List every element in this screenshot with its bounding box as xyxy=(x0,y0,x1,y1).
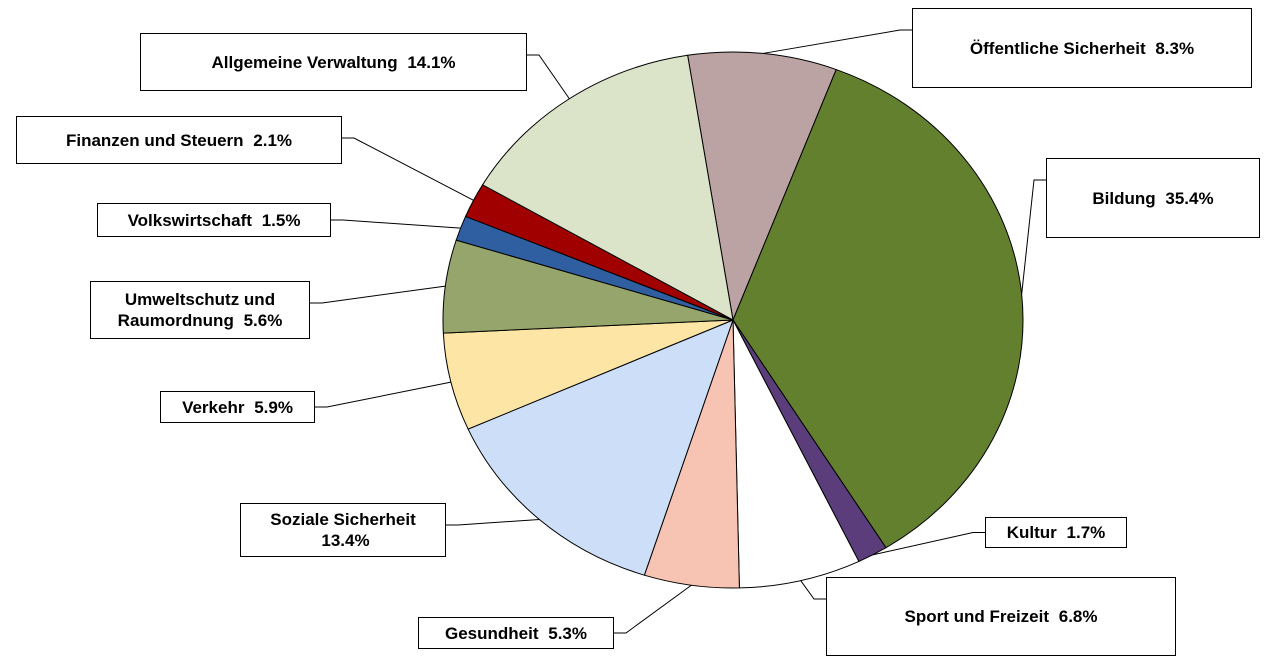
leader-line xyxy=(310,285,446,304)
leader-line xyxy=(872,532,985,556)
slice-label: Soziale Sicherheit 13.4% xyxy=(240,503,446,557)
value-label: 1.7% xyxy=(1066,523,1106,542)
leader-line xyxy=(1021,179,1046,295)
category-name: Volkswirtschaft xyxy=(127,210,252,230)
value-label: 5.6% xyxy=(243,311,283,330)
slice-label-text: Umweltschutz und Raumordnung 5.6% xyxy=(97,289,303,331)
value-label: 6.8% xyxy=(1058,607,1098,626)
slice-label: Öffentliche Sicherheit 8.3% xyxy=(912,8,1252,88)
slice-label: Umweltschutz und Raumordnung 5.6% xyxy=(90,281,310,339)
slice-label: Allgemeine Verwaltung 14.1% xyxy=(140,33,527,91)
leader-line xyxy=(446,519,540,526)
leader-line xyxy=(342,137,474,201)
leader-line xyxy=(331,219,461,229)
value-label: 8.3% xyxy=(1155,38,1195,58)
pie-slice xyxy=(467,319,734,576)
pie-slice xyxy=(687,51,837,322)
pie-slice xyxy=(732,68,1024,549)
slice-label-text: Öffentliche Sicherheit 8.3% xyxy=(970,38,1194,59)
leader-line xyxy=(762,29,912,54)
slice-label-text: Sport und Freizeit 6.8% xyxy=(905,606,1098,627)
category-name: Soziale Sicherheit xyxy=(270,510,416,529)
slice-label: Finanzen und Steuern 2.1% xyxy=(16,116,342,164)
leader-line xyxy=(527,54,570,100)
leader-line xyxy=(614,584,692,634)
value-label: 1.5% xyxy=(261,210,301,230)
slice-label: Kultur 1.7% xyxy=(985,517,1127,548)
slice-label-text: Verkehr 5.9% xyxy=(182,397,293,418)
leader-line xyxy=(800,580,826,600)
category-name: Sport und Freizeit xyxy=(904,607,1050,626)
value-label: 5.3% xyxy=(548,623,587,643)
pie-slice xyxy=(481,54,734,321)
slice-label: Bildung 35.4% xyxy=(1046,158,1260,238)
value-label: 35.4% xyxy=(1165,188,1214,208)
category-name: Finanzen und Steuern xyxy=(65,130,244,150)
slice-label-text: Allgemeine Verwaltung 14.1% xyxy=(211,52,455,73)
category-name: Gesundheit xyxy=(445,623,539,643)
slice-label-text: Finanzen und Steuern 2.1% xyxy=(66,130,292,151)
value-label: 13.4% xyxy=(321,531,370,550)
value-label: 5.9% xyxy=(254,397,293,417)
leader-line xyxy=(315,381,451,408)
slice-label: Sport und Freizeit 6.8% xyxy=(826,577,1176,656)
slice-label-text: Volkswirtschaft 1.5% xyxy=(128,210,301,231)
slice-label-text: Kultur 1.7% xyxy=(1007,522,1106,543)
slice-label: Gesundheit 5.3% xyxy=(418,617,614,649)
pie-slice xyxy=(732,319,860,589)
category-name: Bildung xyxy=(1092,188,1156,208)
category-name: Verkehr xyxy=(182,397,245,417)
category-name: Kultur xyxy=(1006,523,1057,542)
slice-label-text: Soziale Sicherheit 13.4% xyxy=(247,509,439,551)
slice-label-text: Bildung 35.4% xyxy=(1092,188,1213,209)
slice-label: Volkswirtschaft 1.5% xyxy=(97,203,331,237)
slice-label: Verkehr 5.9% xyxy=(160,391,315,423)
value-label: 14.1% xyxy=(407,52,456,72)
category-name: Öffentliche Sicherheit xyxy=(969,38,1146,58)
slice-label-text: Gesundheit 5.3% xyxy=(445,623,587,644)
value-label: 2.1% xyxy=(253,130,293,150)
category-name: Umweltschutz und Raumordnung xyxy=(117,290,276,330)
category-name: Allgemeine Verwaltung xyxy=(211,52,398,72)
